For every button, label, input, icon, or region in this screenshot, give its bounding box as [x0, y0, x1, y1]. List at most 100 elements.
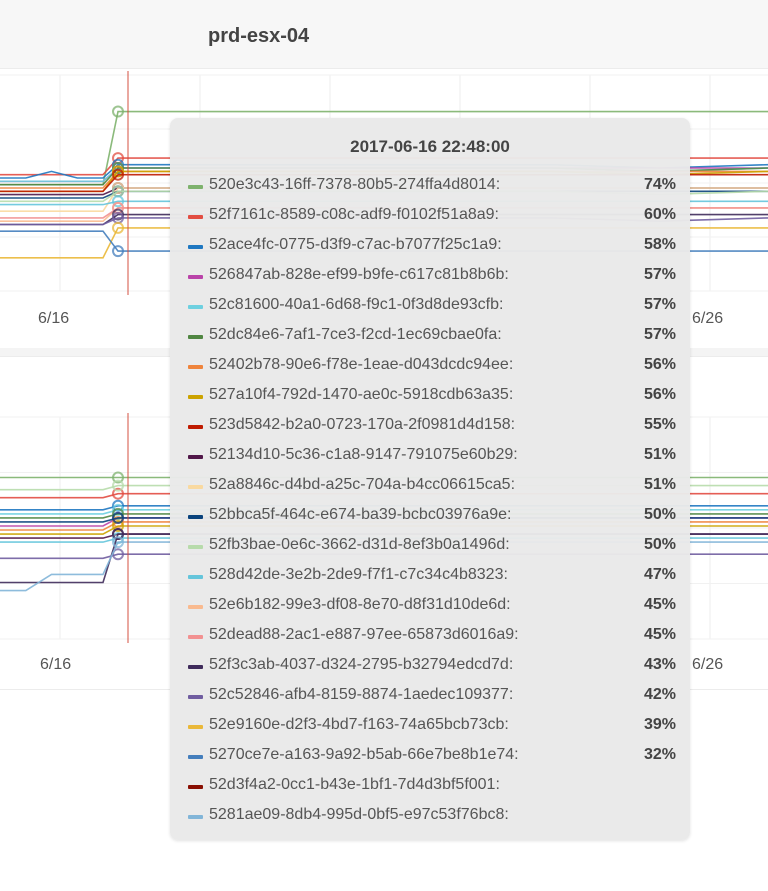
- series-color-swatch: [188, 545, 203, 549]
- series-name: 52402b78-90e6-f78e-1eae-d043dcdc94ee:: [209, 356, 514, 373]
- tooltip-series-row: 520e3c43-16ff-7378-80b5-274ffa4d8014: 74%: [188, 174, 680, 198]
- series-value: 74%: [643, 176, 676, 193]
- tooltip-series-row: 52e6b182-99e3-df08-8e70-d8f31d10de6d: 45%: [188, 594, 680, 618]
- series-value: 45%: [643, 626, 676, 643]
- tooltip-series-row: 52134d10-5c36-c1a8-9147-791075e60b29: 51%: [188, 444, 680, 468]
- hover-point: [112, 208, 124, 221]
- series-value: 32%: [643, 746, 676, 763]
- series-name: 523d5842-b2a0-0723-170a-2f0981d4d158:: [209, 416, 516, 433]
- series-value: 42%: [643, 686, 676, 703]
- hover-point: [112, 528, 124, 541]
- hover-point: [112, 507, 124, 520]
- series-color-swatch: [188, 575, 203, 579]
- series-color-swatch: [188, 365, 203, 369]
- series-name: 52f7161c-8589-c08c-adf9-f0102f51a8a9:: [209, 206, 499, 223]
- hover-point: [112, 471, 124, 484]
- hover-point: [112, 162, 124, 175]
- tooltip-series-row: 5270ce7e-a163-9a92-b5ab-66e7be8b1e74: 32%: [188, 744, 680, 768]
- series-name: 528d42de-3e2b-2de9-f7f1-c7c34c4b8323:: [209, 566, 508, 583]
- tooltip-series-row: 52e9160e-d2f3-4bd7-f163-74a65bcb73cb: 39%: [188, 714, 680, 738]
- series-name: 52bbca5f-464c-e674-ba39-bcbc03976a9e:: [209, 506, 512, 523]
- page-title: prd-esx-04: [208, 25, 310, 47]
- x-tick-label: 6/26: [692, 310, 724, 327]
- series-value: 39%: [643, 716, 676, 733]
- series-color-swatch: [188, 245, 203, 249]
- series-name: 52dc84e6-7af1-7ce3-f2cd-1ec69cbae0fa:: [209, 326, 502, 343]
- tooltip-series-row: 523d5842-b2a0-0723-170a-2f0981d4d158: 55%: [188, 414, 680, 438]
- tooltip-series-row: 52dead88-2ac1-e887-97ee-65873d6016a9: 45%: [188, 624, 680, 648]
- series-value: 45%: [643, 596, 676, 613]
- tooltip-series-row: 528d42de-3e2b-2de9-f7f1-c7c34c4b8323: 47%: [188, 564, 680, 588]
- series-name: 52ace4fc-0775-d3f9-c7ac-b7077f25c1a9:: [209, 236, 502, 253]
- hover-point: [112, 536, 124, 549]
- tooltip-series-row: 52c52846-afb4-8159-8874-1aedec109377: 42%: [188, 684, 680, 708]
- tooltip-series-row: 52dc84e6-7af1-7ce3-f2cd-1ec69cbae0fa: 57%: [188, 324, 680, 348]
- tooltip-timestamp: 2017-06-16 22:48:00: [350, 137, 510, 156]
- hover-point: [112, 105, 124, 118]
- tooltip-series-row: 526847ab-828e-ef99-b9fe-c617c81b8b6b: 57%: [188, 264, 680, 288]
- series-name: 52f3c3ab-4037-d324-2795-b32794edcd7d:: [209, 656, 514, 673]
- series-color-swatch: [188, 215, 203, 219]
- series-value: 50%: [643, 536, 676, 553]
- series-name: 52e6b182-99e3-df08-8e70-d8f31d10de6d:: [209, 596, 511, 613]
- hover-point: [112, 511, 124, 524]
- series-color-swatch: [188, 395, 203, 399]
- tooltip-series-row: 52402b78-90e6-f78e-1eae-d043dcdc94ee: 56%: [188, 354, 680, 378]
- series-color-swatch: [188, 485, 203, 489]
- series-color-swatch: [188, 695, 203, 699]
- series-name: 5270ce7e-a163-9a92-b5ab-66e7be8b1e74:: [209, 746, 519, 763]
- series-value: 43%: [643, 656, 676, 673]
- x-tick-label: 6/26: [692, 656, 724, 673]
- tooltip-series-row: 52ace4fc-0775-d3f9-c7ac-b7077f25c1a9: 58%: [188, 234, 680, 258]
- series-value: 47%: [643, 566, 676, 583]
- series-name: 52134d10-5c36-c1a8-9147-791075e60b29:: [209, 446, 518, 463]
- series-color-swatch: [188, 425, 203, 429]
- tooltip-series-row: 52d3f4a2-0cc1-b43e-1bf1-7d4d3bf5f001:: [188, 774, 680, 798]
- series-value: 50%: [643, 506, 676, 523]
- series-value: 57%: [643, 266, 676, 283]
- series-name: 527a10f4-792d-1470-ae0c-5918cdb63a35:: [209, 386, 514, 403]
- hover-point: [112, 487, 124, 500]
- hover-point: [112, 499, 124, 512]
- series-name: 52d3f4a2-0cc1-b43e-1bf1-7d4d3bf5f001:: [209, 776, 500, 793]
- series-value: 57%: [643, 296, 676, 313]
- hover-point: [112, 519, 124, 532]
- hover-point: [112, 165, 124, 178]
- series-value: 55%: [643, 416, 676, 433]
- hover-point: [112, 181, 124, 194]
- series-value: 60%: [643, 206, 676, 223]
- hover-point: [112, 221, 124, 234]
- x-tick-label: 6/16: [38, 310, 70, 327]
- x-tick-label: 6/16: [40, 656, 72, 673]
- series-name: 5281ae09-8db4-995d-0bf5-e97c53f76bc8:: [209, 806, 509, 823]
- series-name: 520e3c43-16ff-7378-80b5-274ffa4d8014:: [209, 176, 501, 193]
- series-value: 56%: [643, 386, 676, 403]
- series-name: 52e9160e-d2f3-4bd7-f163-74a65bcb73cb:: [209, 716, 509, 733]
- hover-point: [112, 479, 124, 492]
- hover-point: [112, 245, 124, 258]
- series-color-swatch: [188, 455, 203, 459]
- series-name: 52dead88-2ac1-e887-97ee-65873d6016a9:: [209, 626, 519, 643]
- series-name: 52a8846c-d4bd-a25c-704a-b4cc06615ca5:: [209, 476, 516, 493]
- series-value: 58%: [643, 236, 676, 253]
- hover-point: [112, 168, 124, 181]
- series-name: 52c52846-afb4-8159-8874-1aedec109377:: [209, 686, 514, 703]
- series-color-swatch: [188, 635, 203, 639]
- tooltip-series-row: 52f7161c-8589-c08c-adf9-f0102f51a8a9: 60%: [188, 204, 680, 228]
- series-value: 57%: [643, 326, 676, 343]
- series-value: 51%: [643, 476, 676, 493]
- series-color-swatch: [188, 305, 203, 309]
- series-color-swatch: [188, 665, 203, 669]
- series-value: 56%: [643, 356, 676, 373]
- series-color-swatch: [188, 755, 203, 759]
- series-color-swatch: [188, 605, 203, 609]
- series-color-swatch: [188, 815, 203, 819]
- series-color-swatch: [188, 725, 203, 729]
- series-color-swatch: [188, 335, 203, 339]
- tooltip-series-row: 52bbca5f-464c-e674-ba39-bcbc03976a9e: 50%: [188, 504, 680, 528]
- series-color-swatch: [188, 275, 203, 279]
- hover-point: [112, 195, 124, 208]
- hover-point: [112, 503, 124, 516]
- hover-point: [112, 515, 124, 528]
- dashboard-header: prd-esx-04: [0, 0, 768, 69]
